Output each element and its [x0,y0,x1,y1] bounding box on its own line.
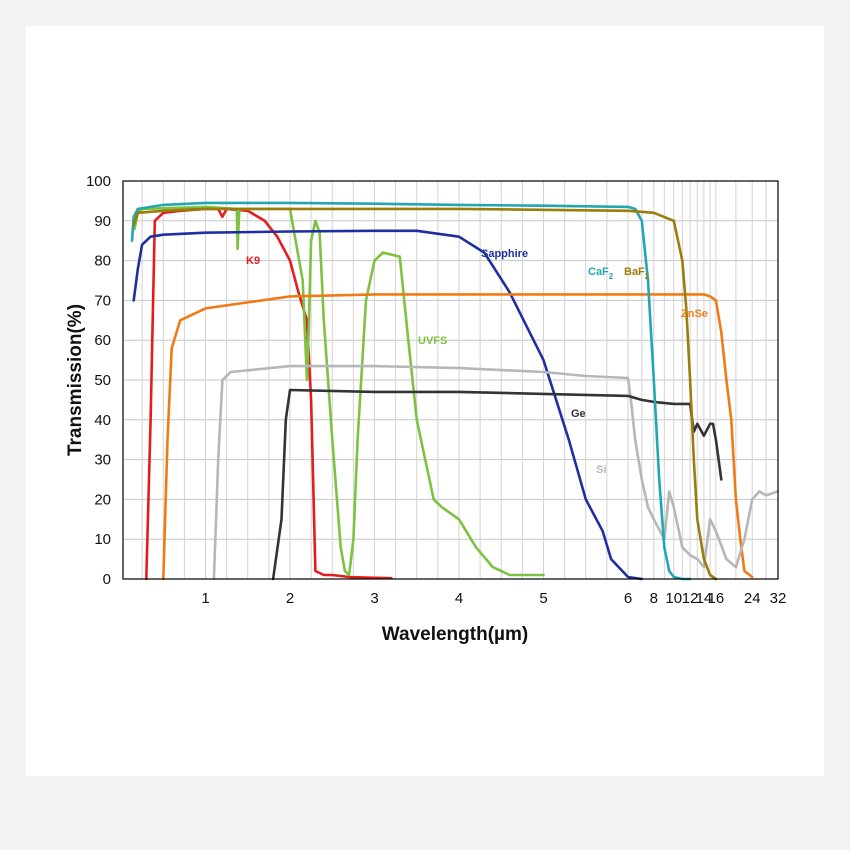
x-tick-label: 1 [201,590,209,607]
y-tick-label: 70 [94,292,111,309]
y-tick-label: 90 [94,213,111,230]
x-tick-label: 12 [682,590,699,607]
series-line-znse [162,293,754,581]
curve-label-znse: ZnSe [681,308,708,320]
x-tick-label: 6 [624,590,632,607]
curve-label-k9: K9 [246,255,260,267]
series-layer [130,201,780,581]
x-tick-label: 8 [650,590,658,607]
series-line-sapphire [132,229,644,581]
curve-label-uvfs: UVFS [418,335,447,347]
x-tick-label: 5 [539,590,547,607]
x-tick-label: 2 [286,590,294,607]
x-tick-label: 4 [455,590,463,607]
y-tick-label: 40 [94,412,111,429]
curve-label-baf: BaF2 [624,266,650,281]
series-line-uvfs [133,205,545,577]
x-tick-label: 3 [370,590,378,607]
series-line-baf2 [132,207,718,581]
x-tick-label: 32 [770,590,787,607]
y-tick-label: 10 [94,531,111,548]
y-tick-label: 100 [86,173,111,190]
y-tick-label: 20 [94,491,111,508]
series-line-caf2 [130,201,692,581]
y-axis-title: Transmission(%) [65,304,86,456]
y-tick-label: 0 [103,571,111,588]
y-tick-label: 80 [94,253,111,270]
x-tick-label: 16 [708,590,725,607]
series-line-k9 [145,207,393,581]
curve-label-sapphire: Sapphire [481,248,528,260]
curve-labels: K9 UVFS Sapphire CaF2 BaF2 ZnSe Ge Si [246,248,708,476]
y-tick-label: 50 [94,372,111,389]
x-tick-label: 10 [665,590,682,607]
x-tick-label: 24 [744,590,761,607]
y-tick-label: 60 [94,332,111,349]
plot-frame [122,180,779,580]
curve-label-ge: Ge [571,408,586,420]
chart-card: 0 10 20 30 40 50 60 70 80 90 100 1 2 3 4 5 6 8 10 12 14 16 24… [26,26,824,776]
x-axis-title: Wavelength(µm) [382,624,528,645]
y-tick-labels: 0 10 20 30 40 50 60 70 80 90 100 [86,173,111,588]
curve-label-si: Si [596,464,606,476]
series-line-ge [271,388,723,581]
y-tick-label: 30 [94,452,111,469]
curve-label-caf: CaF2 [588,266,614,281]
x-tick-label: 14 [696,590,713,607]
